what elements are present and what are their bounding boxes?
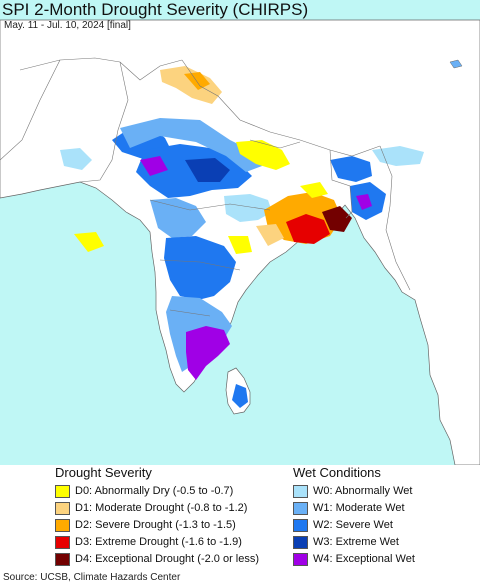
legend-item-w2: W2: Severe Wet <box>293 517 415 533</box>
map-title: SPI 2-Month Drought Severity (CHIRPS) <box>2 0 309 19</box>
legend-item-w0: W0: Abnormally Wet <box>293 483 415 499</box>
swatch-w0 <box>293 484 308 498</box>
legend-label-d0: D0: Abnormally Dry (-0.5 to -0.7) <box>75 485 234 497</box>
legend-label-w4: W4: Exceptional Wet <box>313 553 415 565</box>
legend-item-w3: W3: Extreme Wet <box>293 534 415 550</box>
source-credit: Source: UCSB, Climate Hazards Center <box>3 572 181 583</box>
legend-item-d4: D4: Exceptional Drought (-2.0 or less) <box>55 551 259 567</box>
legend-item-d1: D1: Moderate Drought (-0.8 to -1.2) <box>55 500 259 516</box>
legend-label-w1: W1: Moderate Wet <box>313 502 405 514</box>
legend: Drought Severity D0: Abnormally Dry (-0.… <box>0 465 480 569</box>
wet-legend-heading: Wet Conditions <box>293 465 381 480</box>
swatch-d3 <box>55 535 70 549</box>
swatch-d1 <box>55 501 70 515</box>
legend-label-d1: D1: Moderate Drought (-0.8 to -1.2) <box>75 502 248 514</box>
swatch-w2 <box>293 518 308 532</box>
swatch-w3 <box>293 535 308 549</box>
legend-label-d4: D4: Exceptional Drought (-2.0 or less) <box>75 553 260 565</box>
map-subtitle: May. 11 - Jul. 10, 2024 [final] <box>4 20 131 31</box>
drought-legend-heading: Drought Severity <box>55 465 152 480</box>
legend-label-w2: W2: Severe Wet <box>313 519 393 531</box>
legend-item-d0: D0: Abnormally Dry (-0.5 to -0.7) <box>55 483 259 499</box>
legend-label-w0: W0: Abnormally Wet <box>313 485 413 497</box>
legend-item-w1: W1: Moderate Wet <box>293 500 415 516</box>
drought-map: SPI 2-Month Drought Severity (CHIRPS) Ma… <box>0 0 480 465</box>
wet-legend-list: W0: Abnormally Wet W1: Moderate Wet W2: … <box>293 483 415 568</box>
legend-item-w4: W4: Exceptional Wet <box>293 551 415 567</box>
legend-label-d3: D3: Extreme Drought (-1.6 to -1.9) <box>75 536 242 548</box>
swatch-w1 <box>293 501 308 515</box>
legend-label-d2: D2: Severe Drought (-1.3 to -1.5) <box>75 519 236 531</box>
swatch-w4 <box>293 552 308 566</box>
legend-item-d2: D2: Severe Drought (-1.3 to -1.5) <box>55 517 259 533</box>
swatch-d4 <box>55 552 70 566</box>
legend-label-w3: W3: Extreme Wet <box>313 536 399 548</box>
swatch-d2 <box>55 518 70 532</box>
legend-item-d3: D3: Extreme Drought (-1.6 to -1.9) <box>55 534 259 550</box>
swatch-d0 <box>55 484 70 498</box>
map-canvas <box>0 19 480 465</box>
drought-legend-list: D0: Abnormally Dry (-0.5 to -0.7) D1: Mo… <box>55 483 259 568</box>
